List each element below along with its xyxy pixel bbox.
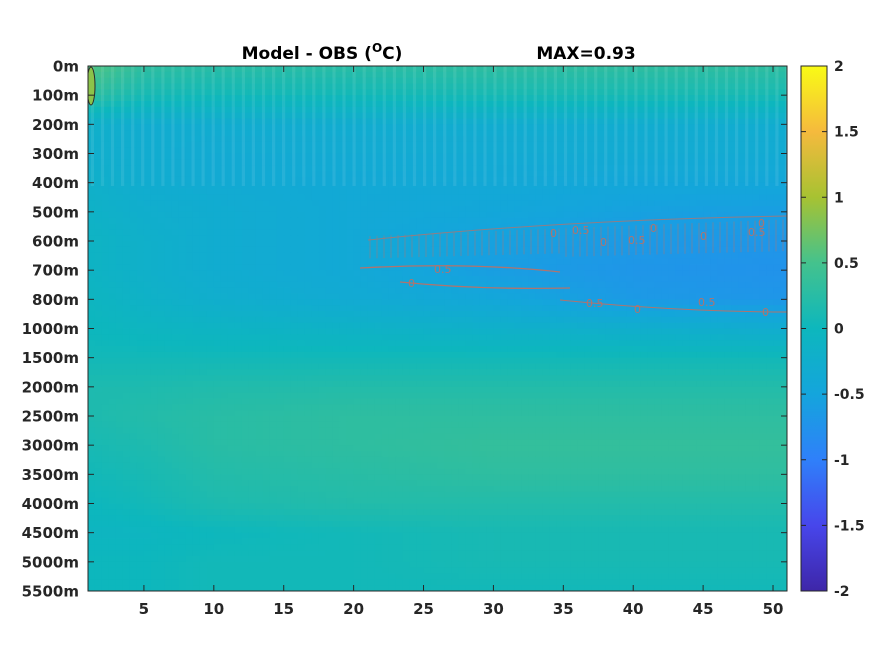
surface-stripes [90,66,787,186]
x-tick-label: 20 [343,600,364,618]
y-tick-label: 2500m [22,408,79,426]
contour-label: 0.5 [748,226,766,239]
contour-lines: 00.50 0.50 0.500 0.500.5 00.50 [88,66,787,319]
y-tick-label: 1000m [22,320,79,338]
y-tick-label: 5500m [22,583,79,601]
contour-label: 0.5 [572,224,590,237]
colorbar-tick-label: 1 [834,190,844,206]
colorbar-tick-label: 2 [834,59,844,75]
contour-label: 0 [700,230,707,243]
y-axis: 0m 100m 200m 300m 400m 500m 600m 700m 800m 1000m 1… [22,58,787,601]
colorbar-axis: 2 1.5 1 0.5 0 -0.5 -1 -1.5 -2 [801,59,865,600]
colorbar-tick-label: 0 [834,322,844,338]
colorbar-tick-label: -0.5 [834,387,865,403]
y-tick-label: 4500m [22,524,79,542]
x-tick-label: 30 [483,600,504,618]
chart-max-label: MAX=0.93 [536,44,635,64]
plot-area: 00.50 0.50 0.500 0.500.5 00.50 [88,66,787,591]
y-tick-label: 200m [32,116,79,134]
contour-label: 0 [762,306,769,319]
y-tick-label: 700m [32,262,79,280]
colorbar-tick-label: 1.5 [834,125,859,141]
contour-label: 0 [634,303,641,316]
contour-label: 0.5 [586,297,604,310]
contour-label: 0.5 [628,234,646,247]
colorbar-tick-label: 0.5 [834,256,859,272]
contour-label: 0.5 [434,263,452,276]
y-tick-label: 600m [32,233,79,251]
y-tick-label: 3500m [22,466,79,484]
contour-label: 0 [408,277,415,290]
y-tick-label: 0m [53,58,79,76]
contour-label: 0 [600,236,607,249]
y-tick-label: 300m [32,145,79,163]
x-tick-label: 35 [553,600,574,618]
y-tick-label: 500m [32,203,79,221]
contour-label: 0.5 [698,296,716,309]
heatmap-field [88,66,787,591]
y-tick-label: 800m [32,291,79,309]
y-tick-label: 4000m [22,495,79,513]
colorbar-tick-label: -1 [834,453,850,469]
y-tick-label: 2000m [22,378,79,396]
x-tick-label: 50 [763,600,784,618]
x-tick-label: 10 [203,600,224,618]
colorbar-tick-label: -1.5 [834,518,865,534]
x-tick-label: 5 [139,600,149,618]
chart-title-main: Model - OBS ( [242,44,372,64]
y-tick-label: 400m [32,174,79,192]
colorbar-tick-label: -2 [834,584,850,600]
contour-label: 0 [550,227,557,240]
x-tick-label: 40 [623,600,644,618]
contour-label: 0 [650,222,657,235]
x-tick-label: 15 [273,600,294,618]
x-tick-label: 45 [693,600,714,618]
y-tick-label: 100m [32,87,79,105]
chart-title-degree: O [372,41,382,55]
y-tick-label: 1500m [22,349,79,367]
y-tick-label: 5000m [22,553,79,571]
y-tick-label: 3000m [22,437,79,455]
chart-title-unit: C) [382,44,402,64]
contour-label: 0 [758,217,765,230]
x-axis: 5 10 15 20 25 30 35 40 45 50 [139,66,784,618]
chart-title: Model - OBS (OC) [242,41,403,64]
x-tick-label: 25 [413,600,434,618]
